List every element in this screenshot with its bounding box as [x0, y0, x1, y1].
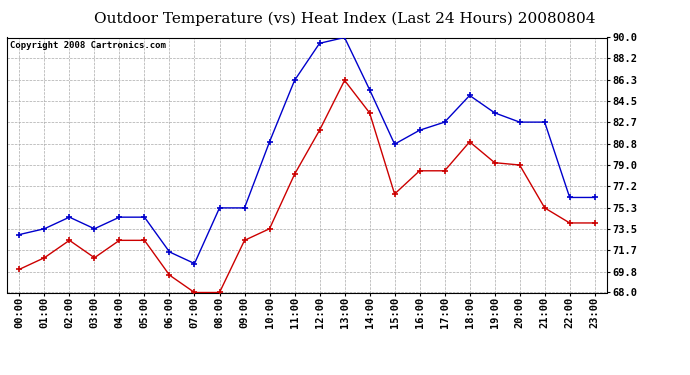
- Text: Copyright 2008 Cartronics.com: Copyright 2008 Cartronics.com: [10, 41, 166, 50]
- Text: Outdoor Temperature (vs) Heat Index (Last 24 Hours) 20080804: Outdoor Temperature (vs) Heat Index (Las…: [95, 11, 595, 26]
